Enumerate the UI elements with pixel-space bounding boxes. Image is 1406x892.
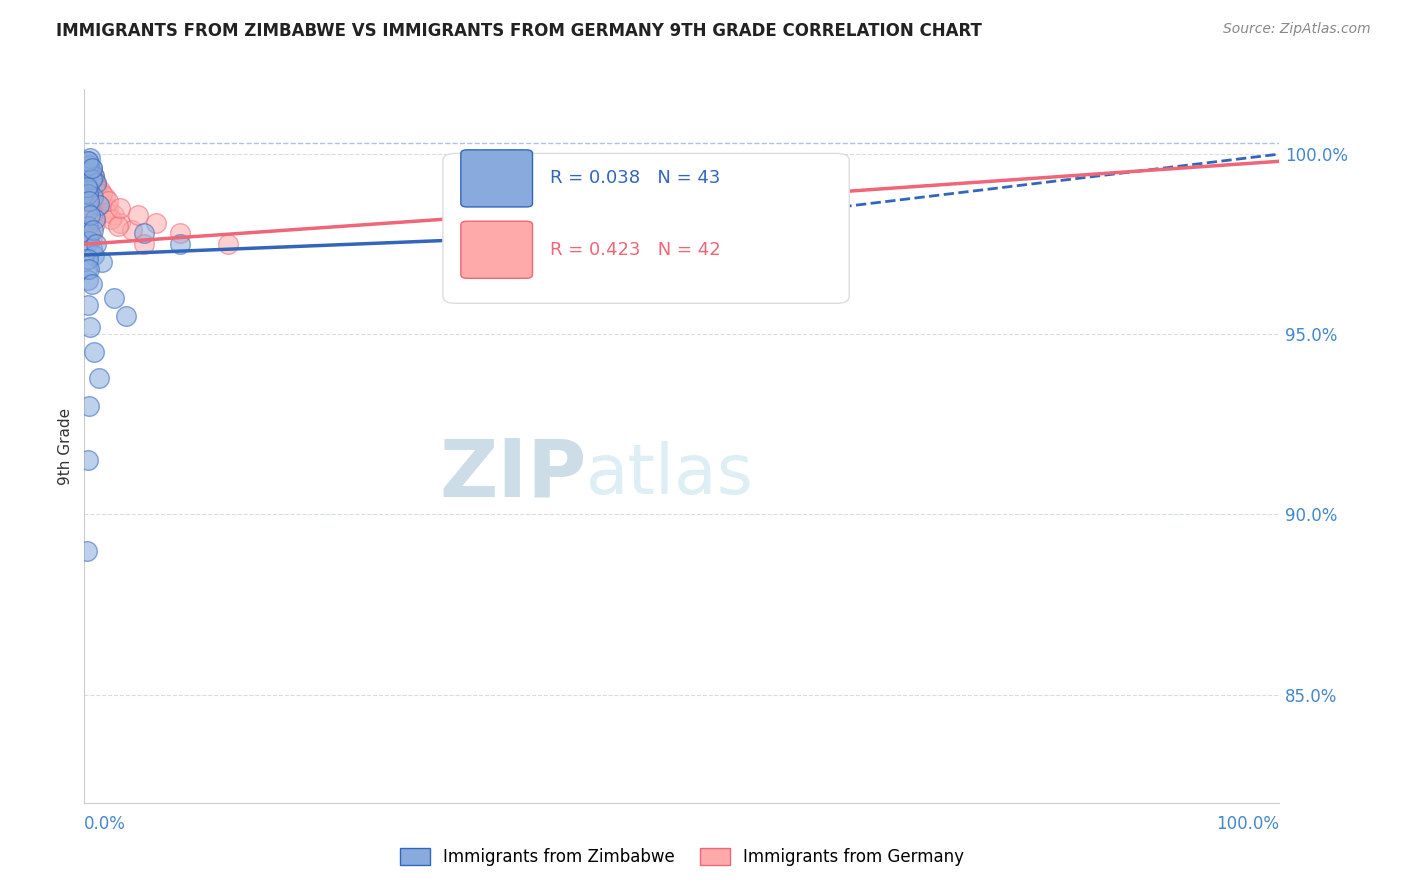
Point (79, 165, 101, 179)
Point (80, 230, 103, 244)
Point (100, 211, 122, 226)
Point (93, 190, 115, 204)
Point (77, 400, 100, 414)
Point (76, 262, 98, 277)
Point (77, 186, 100, 201)
Point (77, 154, 100, 169)
Point (77, 183, 100, 197)
Point (80, 241, 103, 255)
Point (79, 320, 101, 334)
Point (86, 237, 108, 252)
Point (82, 190, 104, 204)
Point (110, 201, 132, 215)
Y-axis label: 9th Grade: 9th Grade (58, 408, 73, 484)
Point (84, 215, 107, 229)
Text: R = 0.423   N = 42: R = 0.423 N = 42 (551, 241, 721, 259)
Text: R = 0.038   N = 43: R = 0.038 N = 43 (551, 169, 721, 187)
Point (132, 227, 156, 241)
Point (80, 172, 103, 186)
Point (84, 183, 107, 197)
Point (77, 158, 100, 172)
Point (86, 179, 108, 194)
Point (77, 262, 100, 277)
Point (97, 201, 120, 215)
Point (79, 165, 101, 179)
Point (83, 169, 105, 183)
Point (80, 277, 103, 291)
Point (79, 151, 101, 165)
Point (77, 194, 100, 208)
Point (103, 208, 125, 222)
Point (83, 172, 105, 186)
Point (97, 194, 120, 208)
Point (77, 201, 100, 215)
Point (77, 273, 100, 287)
Point (77, 453, 100, 467)
Point (217, 237, 239, 252)
Point (77, 234, 100, 248)
Point (86, 176, 108, 190)
Legend: Immigrants from Zimbabwe, Immigrants from Germany: Immigrants from Zimbabwe, Immigrants fro… (394, 841, 970, 873)
Point (80, 161, 103, 176)
Point (80, 169, 103, 183)
Point (79, 165, 101, 179)
Text: 0.0%: 0.0% (84, 815, 127, 833)
Point (82, 176, 104, 190)
FancyBboxPatch shape (461, 221, 533, 278)
Point (77, 154, 100, 169)
Point (77, 161, 100, 176)
Point (87, 197, 110, 211)
FancyBboxPatch shape (461, 150, 533, 207)
Point (84, 211, 107, 226)
Point (115, 310, 138, 324)
Text: atlas: atlas (586, 441, 754, 508)
Point (83, 345, 105, 359)
Point (89, 183, 111, 197)
Point (79, 208, 101, 222)
Point (87, 370, 110, 384)
Point (91, 194, 114, 208)
Point (91, 255, 114, 269)
Point (80, 208, 103, 222)
Point (76, 543, 98, 558)
Point (86, 176, 108, 190)
Point (132, 237, 156, 252)
Point (77, 219, 100, 234)
Point (77, 158, 100, 172)
Point (87, 186, 110, 201)
Point (77, 158, 100, 172)
Point (86, 190, 108, 204)
FancyBboxPatch shape (443, 153, 849, 303)
Point (77, 298, 100, 312)
Point (79, 227, 101, 241)
Point (83, 248, 105, 262)
Point (79, 161, 101, 176)
Text: IMMIGRANTS FROM ZIMBABWE VS IMMIGRANTS FROM GERMANY 9TH GRADE CORRELATION CHART: IMMIGRANTS FROM ZIMBABWE VS IMMIGRANTS F… (56, 22, 983, 40)
Point (76, 204, 98, 219)
Point (94, 204, 117, 219)
Point (103, 291, 125, 305)
Point (91, 186, 114, 201)
Point (121, 223, 143, 237)
Text: 100.0%: 100.0% (1216, 815, 1279, 833)
Point (110, 215, 132, 229)
Point (77, 223, 100, 237)
Point (82, 223, 104, 237)
Text: ZIP: ZIP (439, 435, 586, 514)
Point (82, 172, 104, 186)
Point (80, 161, 103, 176)
Point (145, 215, 167, 229)
Point (90, 197, 112, 211)
Point (86, 179, 108, 194)
Point (83, 169, 105, 183)
Point (77, 154, 100, 169)
Point (169, 237, 191, 252)
Point (77, 252, 100, 266)
Text: Source: ZipAtlas.com: Source: ZipAtlas.com (1223, 22, 1371, 37)
Point (107, 219, 129, 234)
Point (169, 227, 191, 241)
Point (76, 179, 98, 194)
Point (127, 208, 149, 222)
